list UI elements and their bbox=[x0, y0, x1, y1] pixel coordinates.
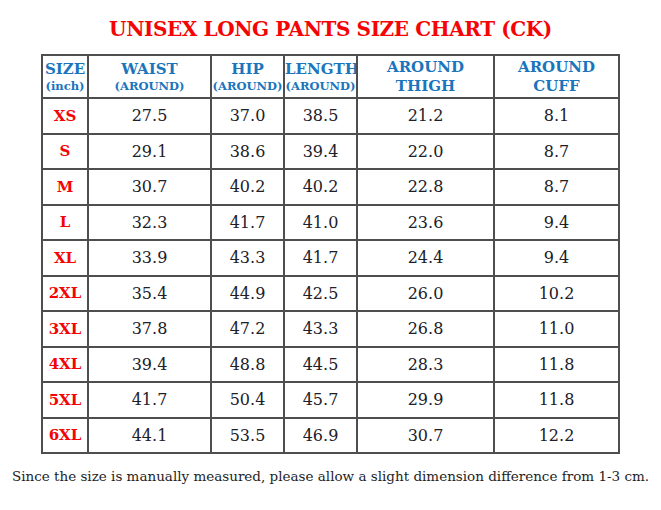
measurement-value: 11.0 bbox=[494, 311, 619, 347]
measurement-value: 45.7 bbox=[284, 382, 357, 418]
measurement-value: 10.2 bbox=[494, 276, 619, 312]
size-label: S bbox=[42, 134, 88, 170]
measurement-value: 22.0 bbox=[357, 134, 494, 170]
measurement-value: 26.0 bbox=[357, 276, 494, 312]
col-header-around-cuff-sublabel: CUFF bbox=[495, 77, 618, 96]
measurement-value: 26.8 bbox=[357, 311, 494, 347]
size-chart-body: XS27.537.038.521.28.1S29.138.639.422.08.… bbox=[42, 98, 619, 453]
table-row: 5XL41.750.445.729.911.8 bbox=[42, 382, 619, 418]
col-header-length-label: LENGTH bbox=[285, 60, 356, 79]
col-header-length-sublabel: (AROUND) bbox=[285, 79, 356, 93]
measurement-value: 23.6 bbox=[357, 205, 494, 241]
measurement-value: 50.4 bbox=[211, 382, 284, 418]
size-chart-header-row: SIZE (inch) WAIST (AROUND) HIP (AROUND) … bbox=[42, 55, 619, 98]
measurement-value: 8.7 bbox=[494, 134, 619, 170]
col-header-around-thigh-sublabel: THIGH bbox=[358, 77, 493, 96]
size-label: L bbox=[42, 205, 88, 241]
col-header-waist-sublabel: (AROUND) bbox=[89, 79, 210, 93]
size-label: 2XL bbox=[42, 276, 88, 312]
measurement-value: 41.7 bbox=[284, 240, 357, 276]
measurement-value: 47.2 bbox=[211, 311, 284, 347]
measurement-value: 37.8 bbox=[88, 311, 211, 347]
size-label: 3XL bbox=[42, 311, 88, 347]
measurement-value: 46.9 bbox=[284, 418, 357, 454]
measurement-value: 30.7 bbox=[357, 418, 494, 454]
col-header-around-cuff: AROUND CUFF bbox=[494, 55, 619, 98]
measurement-value: 38.5 bbox=[284, 98, 357, 134]
measurement-value: 38.6 bbox=[211, 134, 284, 170]
measurement-value: 33.9 bbox=[88, 240, 211, 276]
measurement-value: 29.1 bbox=[88, 134, 211, 170]
col-header-size-sublabel: (inch) bbox=[43, 79, 87, 93]
col-header-size-label: SIZE bbox=[43, 60, 87, 79]
page-title: UNISEX LONG PANTS SIZE CHART (CK) bbox=[0, 17, 661, 41]
measurement-value: 41.7 bbox=[211, 205, 284, 241]
measurement-value: 22.8 bbox=[357, 169, 494, 205]
measurement-value: 44.5 bbox=[284, 347, 357, 383]
size-label: M bbox=[42, 169, 88, 205]
measurement-value: 40.2 bbox=[211, 169, 284, 205]
table-row: XS27.537.038.521.28.1 bbox=[42, 98, 619, 134]
measurement-value: 41.0 bbox=[284, 205, 357, 241]
size-label: XS bbox=[42, 98, 88, 134]
table-row: 3XL37.847.243.326.811.0 bbox=[42, 311, 619, 347]
measurement-value: 53.5 bbox=[211, 418, 284, 454]
measurement-value: 12.2 bbox=[494, 418, 619, 454]
size-label: 6XL bbox=[42, 418, 88, 454]
col-header-waist-label: WAIST bbox=[89, 60, 210, 79]
size-label: 5XL bbox=[42, 382, 88, 418]
measurement-value: 8.1 bbox=[494, 98, 619, 134]
measurement-value: 48.8 bbox=[211, 347, 284, 383]
table-row: M30.740.240.222.88.7 bbox=[42, 169, 619, 205]
measurement-value: 24.4 bbox=[357, 240, 494, 276]
table-row: 2XL35.444.942.526.010.2 bbox=[42, 276, 619, 312]
col-header-hip-sublabel: (AROUND) bbox=[212, 79, 283, 93]
measurement-value: 11.8 bbox=[494, 347, 619, 383]
col-header-hip-label: HIP bbox=[212, 60, 283, 79]
size-label: 4XL bbox=[42, 347, 88, 383]
measurement-value: 9.4 bbox=[494, 205, 619, 241]
measurement-value: 27.5 bbox=[88, 98, 211, 134]
measurement-value: 42.5 bbox=[284, 276, 357, 312]
col-header-around-thigh-label: AROUND bbox=[358, 58, 493, 77]
col-header-length: LENGTH (AROUND) bbox=[284, 55, 357, 98]
measurement-value: 32.3 bbox=[88, 205, 211, 241]
disclaimer-text: Since the size is manually measured, ple… bbox=[0, 468, 661, 484]
measurement-value: 11.8 bbox=[494, 382, 619, 418]
table-row: 4XL39.448.844.528.311.8 bbox=[42, 347, 619, 383]
measurement-value: 28.3 bbox=[357, 347, 494, 383]
measurement-value: 43.3 bbox=[284, 311, 357, 347]
measurement-value: 41.7 bbox=[88, 382, 211, 418]
measurement-value: 39.4 bbox=[284, 134, 357, 170]
measurement-value: 37.0 bbox=[211, 98, 284, 134]
measurement-value: 44.1 bbox=[88, 418, 211, 454]
table-row: 6XL44.153.546.930.712.2 bbox=[42, 418, 619, 454]
size-label: XL bbox=[42, 240, 88, 276]
measurement-value: 21.2 bbox=[357, 98, 494, 134]
col-header-waist: WAIST (AROUND) bbox=[88, 55, 211, 98]
col-header-size: SIZE (inch) bbox=[42, 55, 88, 98]
col-header-hip: HIP (AROUND) bbox=[211, 55, 284, 98]
table-row: S29.138.639.422.08.7 bbox=[42, 134, 619, 170]
measurement-value: 30.7 bbox=[88, 169, 211, 205]
measurement-value: 9.4 bbox=[494, 240, 619, 276]
measurement-value: 40.2 bbox=[284, 169, 357, 205]
col-header-around-cuff-label: AROUND bbox=[495, 58, 618, 77]
measurement-value: 29.9 bbox=[357, 382, 494, 418]
measurement-value: 8.7 bbox=[494, 169, 619, 205]
measurement-value: 39.4 bbox=[88, 347, 211, 383]
col-header-around-thigh: AROUND THIGH bbox=[357, 55, 494, 98]
size-chart-table: SIZE (inch) WAIST (AROUND) HIP (AROUND) … bbox=[41, 54, 620, 454]
measurement-value: 43.3 bbox=[211, 240, 284, 276]
table-row: L32.341.741.023.69.4 bbox=[42, 205, 619, 241]
table-row: XL33.943.341.724.49.4 bbox=[42, 240, 619, 276]
measurement-value: 44.9 bbox=[211, 276, 284, 312]
measurement-value: 35.4 bbox=[88, 276, 211, 312]
